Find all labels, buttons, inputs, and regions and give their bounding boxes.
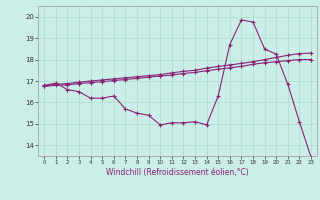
X-axis label: Windchill (Refroidissement éolien,°C): Windchill (Refroidissement éolien,°C)	[106, 168, 249, 177]
